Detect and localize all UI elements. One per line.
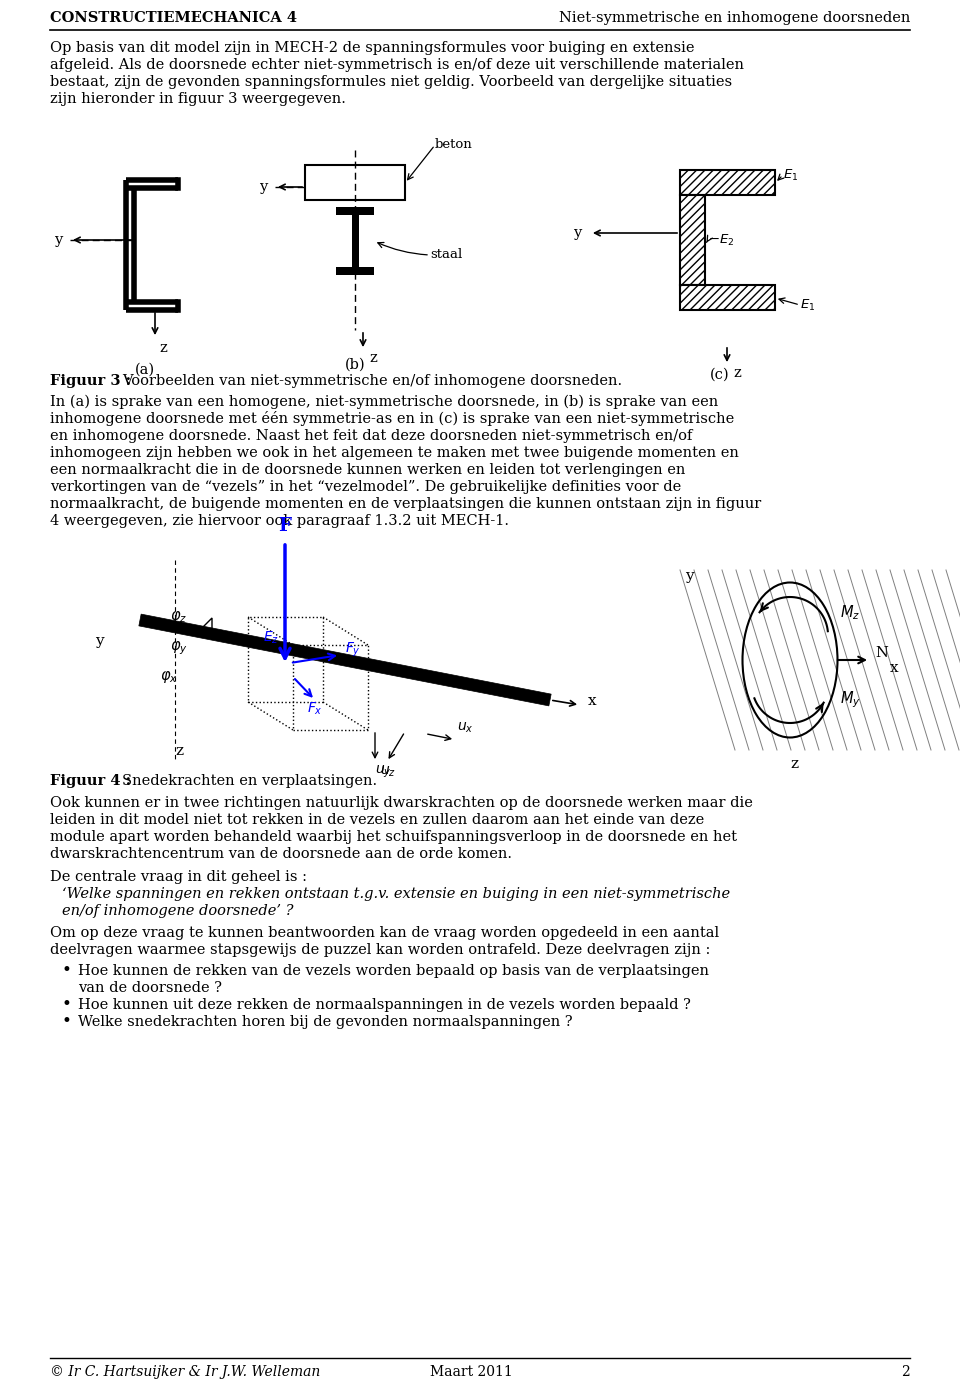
Text: De centrale vraag in dit geheel is :: De centrale vraag in dit geheel is : — [50, 870, 307, 884]
Bar — [336, 207, 374, 215]
Text: $M_y$: $M_y$ — [840, 690, 861, 709]
Text: van de doorsnede ?: van de doorsnede ? — [78, 981, 222, 995]
Text: afgeleid. Als de doorsnede echter niet-symmetrisch is en/of deze uit verschillen: afgeleid. Als de doorsnede echter niet-s… — [50, 59, 744, 73]
Text: Hoe kunnen uit deze rekken de normaalspanningen in de vezels worden bepaald ?: Hoe kunnen uit deze rekken de normaalspa… — [78, 998, 691, 1012]
Text: In (a) is sprake van een homogene, niet-symmetrische doorsnede, in (b) is sprake: In (a) is sprake van een homogene, niet-… — [50, 395, 718, 409]
Text: $M_z$: $M_z$ — [840, 603, 860, 621]
Text: $u_y$: $u_y$ — [374, 764, 392, 780]
Text: Op basis van dit model zijn in MECH-2 de spanningsformules voor buiging en exten: Op basis van dit model zijn in MECH-2 de… — [50, 40, 694, 54]
Text: z: z — [733, 366, 741, 380]
Text: y: y — [54, 233, 62, 247]
Text: $F_y$: $F_y$ — [345, 641, 361, 659]
Text: $u_x$: $u_x$ — [457, 720, 473, 736]
Text: (b): (b) — [345, 357, 366, 371]
Text: inhomogene doorsnede met één symmetrie-as en in (c) is sprake van een niet-symme: inhomogene doorsnede met één symmetrie-a… — [50, 410, 734, 426]
Text: y: y — [685, 570, 694, 584]
Text: inhomogeen zijn hebben we ook in het algemeen te maken met twee buigende momente: inhomogeen zijn hebben we ook in het alg… — [50, 445, 739, 461]
Text: F: F — [278, 517, 292, 535]
Text: bestaat, zijn de gevonden spanningsformules niet geldig. Voorbeeld van dergelijk: bestaat, zijn de gevonden spanningsformu… — [50, 75, 732, 89]
Text: $\varphi_x$: $\varphi_x$ — [160, 669, 178, 685]
Text: y: y — [259, 180, 267, 194]
Bar — [305, 165, 405, 200]
Text: 2: 2 — [901, 1365, 910, 1379]
Text: en inhomogene doorsnede. Naast het feit dat deze doorsneden niet-symmetrisch en/: en inhomogene doorsnede. Naast het feit … — [50, 429, 692, 443]
Text: dwarskrachtencentrum van de doorsnede aan de orde komen.: dwarskrachtencentrum van de doorsnede aa… — [50, 847, 512, 861]
Text: (c): (c) — [710, 369, 730, 383]
Text: een normaalkracht die in de doorsnede kunnen werken en leiden tot verlengingen e: een normaalkracht die in de doorsnede ku… — [50, 463, 685, 477]
Text: Figuur 4 :: Figuur 4 : — [50, 773, 132, 787]
Text: normaalkracht, de buigende momenten en de verplaatsingen die kunnen ontstaan zij: normaalkracht, de buigende momenten en d… — [50, 497, 761, 511]
Text: Om op deze vraag te kunnen beantwoorden kan de vraag worden opgedeeld in een aan: Om op deze vraag te kunnen beantwoorden … — [50, 926, 719, 940]
Text: Welke snedekrachten horen bij de gevonden normaalspanningen ?: Welke snedekrachten horen bij de gevonde… — [78, 1015, 572, 1029]
Bar — [680, 170, 775, 195]
Text: ‘Welke spanningen en rekken ontstaan t.g.v. extensie en buiging in een niet-symm: ‘Welke spanningen en rekken ontstaan t.g… — [62, 886, 731, 900]
Text: $-E_2$: $-E_2$ — [708, 233, 734, 247]
Text: $E_1$: $E_1$ — [800, 297, 815, 313]
Text: Ook kunnen er in twee richtingen natuurlijk dwarskrachten op de doorsnede werken: Ook kunnen er in twee richtingen natuurl… — [50, 796, 753, 810]
Text: z: z — [175, 744, 183, 758]
Text: $\varphi_z$: $\varphi_z$ — [170, 609, 187, 625]
Text: CONSTRUCTIEMECHANICA 4: CONSTRUCTIEMECHANICA 4 — [50, 11, 297, 25]
Text: staal: staal — [430, 248, 463, 261]
Text: (a): (a) — [135, 363, 156, 377]
Text: N: N — [875, 646, 888, 660]
Bar — [680, 285, 775, 310]
Text: leiden in dit model niet tot rekken in de vezels en zullen daarom aan het einde : leiden in dit model niet tot rekken in d… — [50, 812, 705, 826]
Text: Figuur 3 :: Figuur 3 : — [50, 374, 132, 388]
Text: deelvragen waarmee stapsgewijs de puzzel kan worden ontrafeld. Deze deelvragen z: deelvragen waarmee stapsgewijs de puzzel… — [50, 944, 710, 958]
Bar — [680, 195, 705, 285]
Text: y: y — [95, 634, 104, 648]
Bar — [336, 267, 374, 275]
Text: x: x — [890, 660, 899, 676]
Text: Niet-symmetrische en inhomogene doorsneden: Niet-symmetrische en inhomogene doorsned… — [559, 11, 910, 25]
Text: verkortingen van de “vezels” in het “vezelmodel”. De gebruikelijke definities vo: verkortingen van de “vezels” in het “vez… — [50, 480, 682, 494]
Text: Voorbeelden van niet-symmetrische en/of inhomogene doorsneden.: Voorbeelden van niet-symmetrische en/of … — [122, 374, 622, 388]
Text: Maart 2011: Maart 2011 — [430, 1365, 513, 1379]
Polygon shape — [139, 614, 551, 706]
Text: y: y — [573, 226, 581, 240]
Text: © Ir C. Hartsuijker & Ir J.W. Welleman: © Ir C. Hartsuijker & Ir J.W. Welleman — [50, 1365, 321, 1379]
Text: $F_x$: $F_x$ — [307, 701, 323, 718]
Text: en/of inhomogene doorsnede’ ?: en/of inhomogene doorsnede’ ? — [62, 905, 294, 919]
Text: 4 weergegeven, zie hiervoor ook paragraaf 1.3.2 uit MECH-1.: 4 weergegeven, zie hiervoor ook paragraa… — [50, 514, 509, 528]
Text: $E_1$: $E_1$ — [783, 168, 799, 183]
Text: beton: beton — [435, 138, 472, 152]
Text: Snedekrachten en verplaatsingen.: Snedekrachten en verplaatsingen. — [122, 773, 377, 787]
Bar — [352, 215, 359, 267]
Text: z: z — [790, 757, 798, 771]
Text: $E_z$: $E_z$ — [263, 630, 279, 646]
Text: z: z — [370, 350, 377, 364]
Text: •: • — [62, 995, 72, 1013]
Text: •: • — [62, 962, 72, 979]
Text: $u_z$: $u_z$ — [380, 765, 396, 779]
Text: module apart worden behandeld waarbij het schuifspanningsverloop in de doorsnede: module apart worden behandeld waarbij he… — [50, 831, 737, 845]
Text: zijn hieronder in figuur 3 weergegeven.: zijn hieronder in figuur 3 weergegeven. — [50, 92, 346, 106]
Text: $\varphi_y$: $\varphi_y$ — [170, 639, 188, 656]
Text: z: z — [159, 341, 167, 355]
Text: Hoe kunnen de rekken van de vezels worden bepaald op basis van de verplaatsingen: Hoe kunnen de rekken van de vezels worde… — [78, 965, 709, 979]
Text: •: • — [62, 1013, 72, 1030]
Text: x: x — [588, 694, 596, 708]
